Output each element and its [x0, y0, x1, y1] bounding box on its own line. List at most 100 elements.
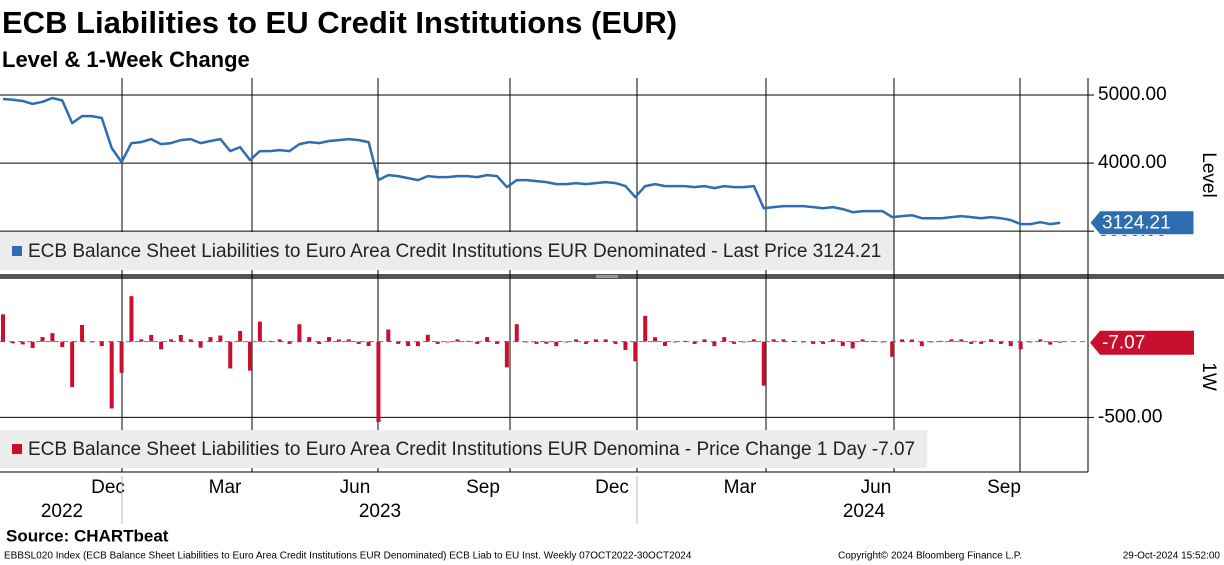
- legend-label: ECB Balance Sheet Liabilities to Euro Ar…: [28, 241, 881, 262]
- bar: [356, 341, 361, 344]
- last-value-label: -7.07: [1102, 333, 1145, 354]
- bar: [267, 340, 272, 342]
- bar: [870, 340, 875, 342]
- y-tick-label: 4000.00: [1098, 152, 1167, 173]
- footer-timestamp: 29-Oct-2024 15:52:00: [1123, 551, 1221, 562]
- bar: [445, 341, 450, 343]
- bar: [425, 334, 430, 342]
- legend-swatch: [12, 246, 22, 256]
- bar: [327, 337, 332, 342]
- bar: [811, 341, 816, 344]
- bar: [840, 341, 845, 347]
- x-tick-label: Sep: [466, 477, 500, 498]
- bar: [761, 341, 766, 386]
- bar: [781, 339, 786, 342]
- bar: [366, 341, 371, 347]
- last-value-tag: [1089, 210, 1195, 236]
- chart-title: ECB Liabilities to EU Credit Institution…: [2, 5, 677, 40]
- bar: [880, 341, 885, 343]
- bar: [376, 341, 381, 422]
- last-value-tag: [1090, 330, 1194, 355]
- bar: [919, 341, 924, 347]
- footer-copyright: Copyright© 2024 Bloomberg Finance L.P.: [838, 551, 1022, 562]
- bar: [277, 339, 282, 342]
- bar: [396, 341, 401, 344]
- x-tick-label: Dec: [595, 477, 629, 498]
- bar: [1048, 341, 1053, 345]
- bar: [317, 341, 322, 344]
- x-year-label: 2023: [359, 501, 401, 522]
- bar: [1028, 341, 1033, 343]
- bar: [603, 339, 608, 342]
- footer-description: EBBSL020 Index (ECB Balance Sheet Liabil…: [4, 551, 692, 562]
- bar: [70, 341, 75, 388]
- bar: [850, 341, 855, 349]
- bar: [544, 341, 549, 344]
- bar: [969, 341, 974, 344]
- bar: [188, 339, 193, 342]
- bar: [949, 339, 954, 342]
- bar: [623, 341, 628, 350]
- bar: [10, 341, 15, 344]
- legend-label: ECB Balance Sheet Liabilities to Euro Ar…: [28, 439, 915, 460]
- bar: [406, 341, 411, 347]
- bar: [60, 341, 65, 348]
- bar: [139, 339, 144, 342]
- bar: [909, 339, 914, 342]
- bar: [208, 337, 213, 342]
- bar: [159, 341, 164, 350]
- bar: [485, 337, 490, 342]
- bar: [989, 339, 993, 342]
- bar: [672, 341, 677, 343]
- last-value-label: 3124.21: [1102, 213, 1171, 234]
- bar: [791, 340, 796, 342]
- x-year-label: 2024: [843, 501, 886, 522]
- bar: [415, 341, 420, 347]
- x-tick-label: Jun: [340, 477, 371, 498]
- bar: [168, 339, 173, 342]
- bar: [959, 339, 964, 342]
- x-tick-label: Sep: [987, 477, 1021, 498]
- bar: [890, 341, 895, 357]
- bar: [80, 324, 85, 342]
- bar: [900, 339, 905, 342]
- bar: [455, 339, 460, 342]
- bar: [830, 339, 835, 342]
- bar: [149, 334, 154, 342]
- legend-box: [0, 232, 894, 270]
- chart-subtitle: Level & 1-Week Change: [2, 47, 250, 72]
- bar: [554, 341, 559, 347]
- bar: [336, 339, 341, 342]
- x-tick-label: Mar: [209, 477, 242, 498]
- bar: [514, 324, 519, 342]
- bar: [524, 341, 529, 343]
- legend: ECB Balance Sheet Liabilities to Euro Ar…: [0, 430, 928, 468]
- bar: [564, 341, 569, 343]
- bar: [287, 341, 292, 344]
- bar: [593, 339, 598, 342]
- legend: ECB Balance Sheet Liabilities to Euro Ar…: [0, 232, 894, 270]
- bar: [109, 341, 114, 409]
- legend-swatch: [12, 444, 22, 454]
- bar: [257, 321, 262, 342]
- bar: [178, 334, 183, 342]
- bar: [722, 337, 727, 342]
- y-tick-label: 5000.00: [1098, 84, 1167, 105]
- bar: [662, 341, 667, 347]
- bar: [99, 341, 104, 347]
- source: Source: CHARTbeat: [6, 526, 169, 545]
- y-tick-label: -500.00: [1098, 406, 1162, 427]
- separator-grip: [596, 275, 618, 278]
- bar: [20, 341, 25, 345]
- x-year-label: 2022: [41, 501, 83, 522]
- bar: [821, 341, 826, 344]
- bar: [1058, 341, 1063, 343]
- bar: [119, 341, 124, 373]
- bar: [89, 341, 94, 343]
- bar: [574, 339, 579, 342]
- bar: [712, 341, 717, 347]
- bar: [643, 315, 648, 342]
- bar: [534, 341, 539, 344]
- bar: [583, 341, 588, 344]
